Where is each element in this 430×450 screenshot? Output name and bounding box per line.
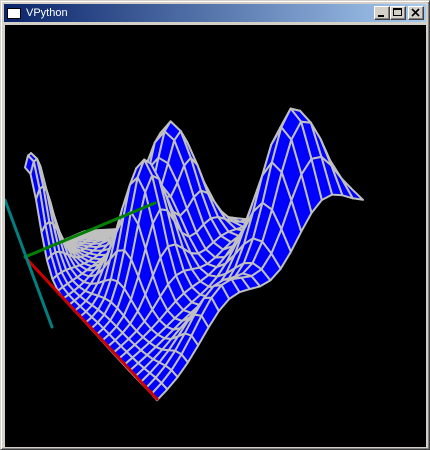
scene-canvas[interactable] [5, 25, 426, 447]
y-axis-line [23, 201, 157, 259]
maximize-icon [393, 8, 402, 16]
minimize-icon [378, 15, 384, 17]
x-axis-line [23, 255, 159, 401]
surface-plot [24, 107, 364, 402]
axes [5, 198, 159, 401]
3d-surface-scene [5, 107, 364, 402]
minimize-button[interactable] [374, 6, 390, 20]
caption-buttons [374, 6, 424, 20]
maximize-button[interactable] [390, 6, 406, 20]
close-icon [411, 8, 420, 17]
close-button[interactable] [408, 6, 424, 20]
window-title: VPython [26, 7, 68, 19]
app-icon [7, 7, 21, 19]
z-axis-line [5, 198, 54, 329]
title-bar[interactable]: VPython [4, 4, 426, 22]
